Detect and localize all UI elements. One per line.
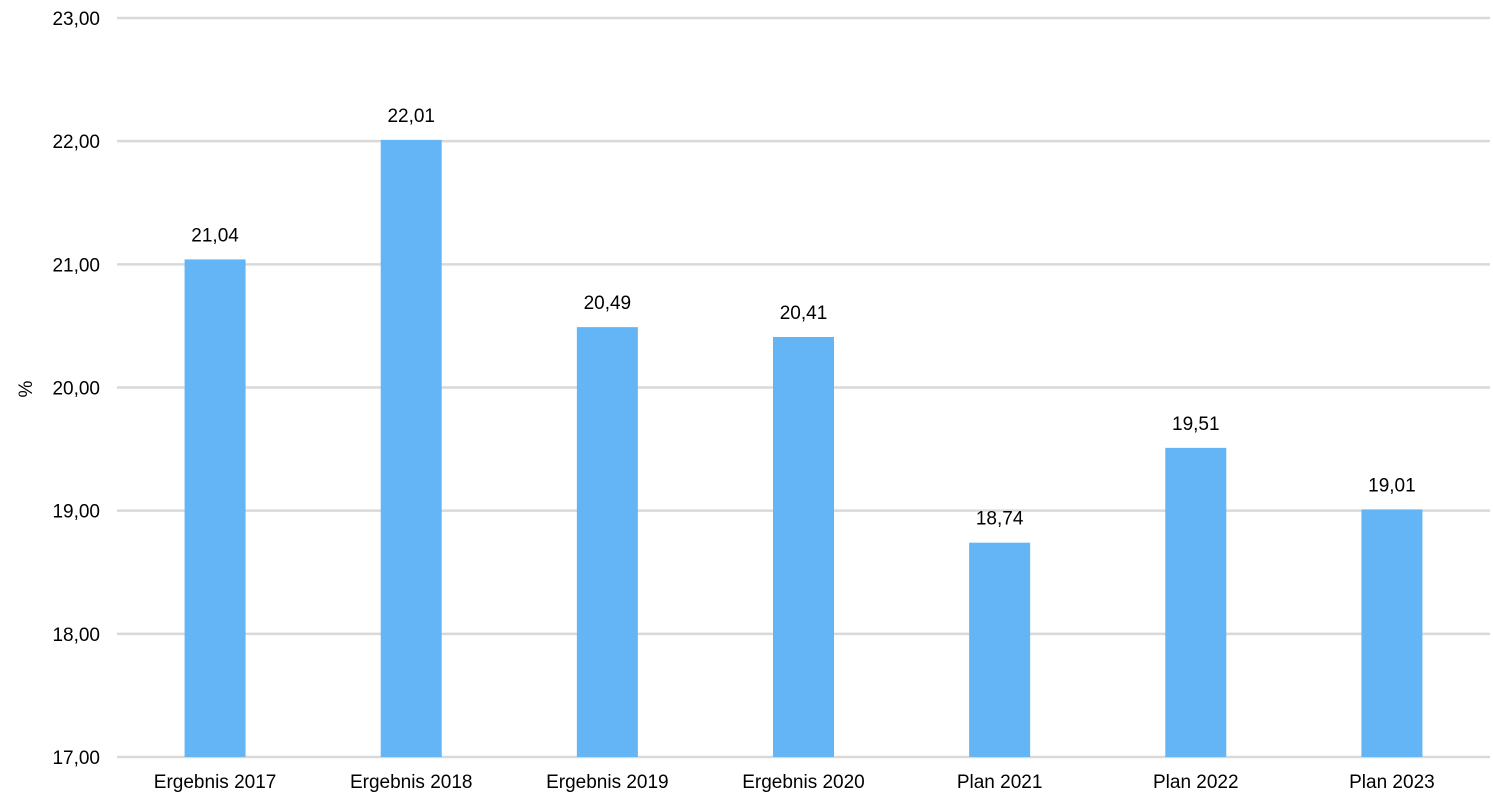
bar bbox=[773, 337, 834, 757]
bars bbox=[185, 140, 1423, 757]
x-axis-labels: Ergebnis 2017 Ergebnis 2018 Ergebnis 2019 E… bbox=[154, 772, 1435, 793]
data-label: 19,51 bbox=[1172, 414, 1220, 435]
x-tick-label: Ergebnis 2020 bbox=[742, 772, 865, 793]
data-label: 22,01 bbox=[387, 106, 435, 127]
x-tick-label: Ergebnis 2017 bbox=[154, 772, 277, 793]
bar bbox=[1361, 509, 1422, 757]
data-label: 21,04 bbox=[191, 225, 239, 246]
x-tick-label: Plan 2021 bbox=[957, 772, 1043, 793]
x-tick-label: Plan 2022 bbox=[1153, 772, 1239, 793]
y-axis-title: % bbox=[16, 380, 37, 397]
y-tick-label: 18,00 bbox=[52, 625, 100, 646]
data-label: 20,41 bbox=[780, 303, 828, 324]
bar bbox=[381, 140, 442, 757]
y-tick-label: 19,00 bbox=[52, 502, 100, 523]
data-label: 19,01 bbox=[1368, 475, 1416, 496]
x-tick-label: Ergebnis 2019 bbox=[546, 772, 669, 793]
y-tick-label: 22,00 bbox=[52, 132, 100, 153]
x-tick-label: Plan 2023 bbox=[1349, 772, 1435, 793]
y-tick-label: 20,00 bbox=[52, 379, 100, 400]
y-tick-label: 23,00 bbox=[52, 9, 100, 30]
data-label: 20,49 bbox=[584, 293, 632, 314]
bar bbox=[577, 327, 638, 757]
bar bbox=[969, 543, 1030, 757]
data-label: 18,74 bbox=[976, 509, 1024, 530]
y-tick-label: 17,00 bbox=[52, 748, 100, 769]
bar bbox=[1165, 448, 1226, 757]
bar bbox=[185, 259, 246, 757]
y-tick-label: 21,00 bbox=[52, 255, 100, 276]
y-axis-ticks: 17,00 18,00 19,00 20,00 21,00 22,00 23,00 bbox=[52, 9, 100, 769]
x-tick-label: Ergebnis 2018 bbox=[350, 772, 473, 793]
